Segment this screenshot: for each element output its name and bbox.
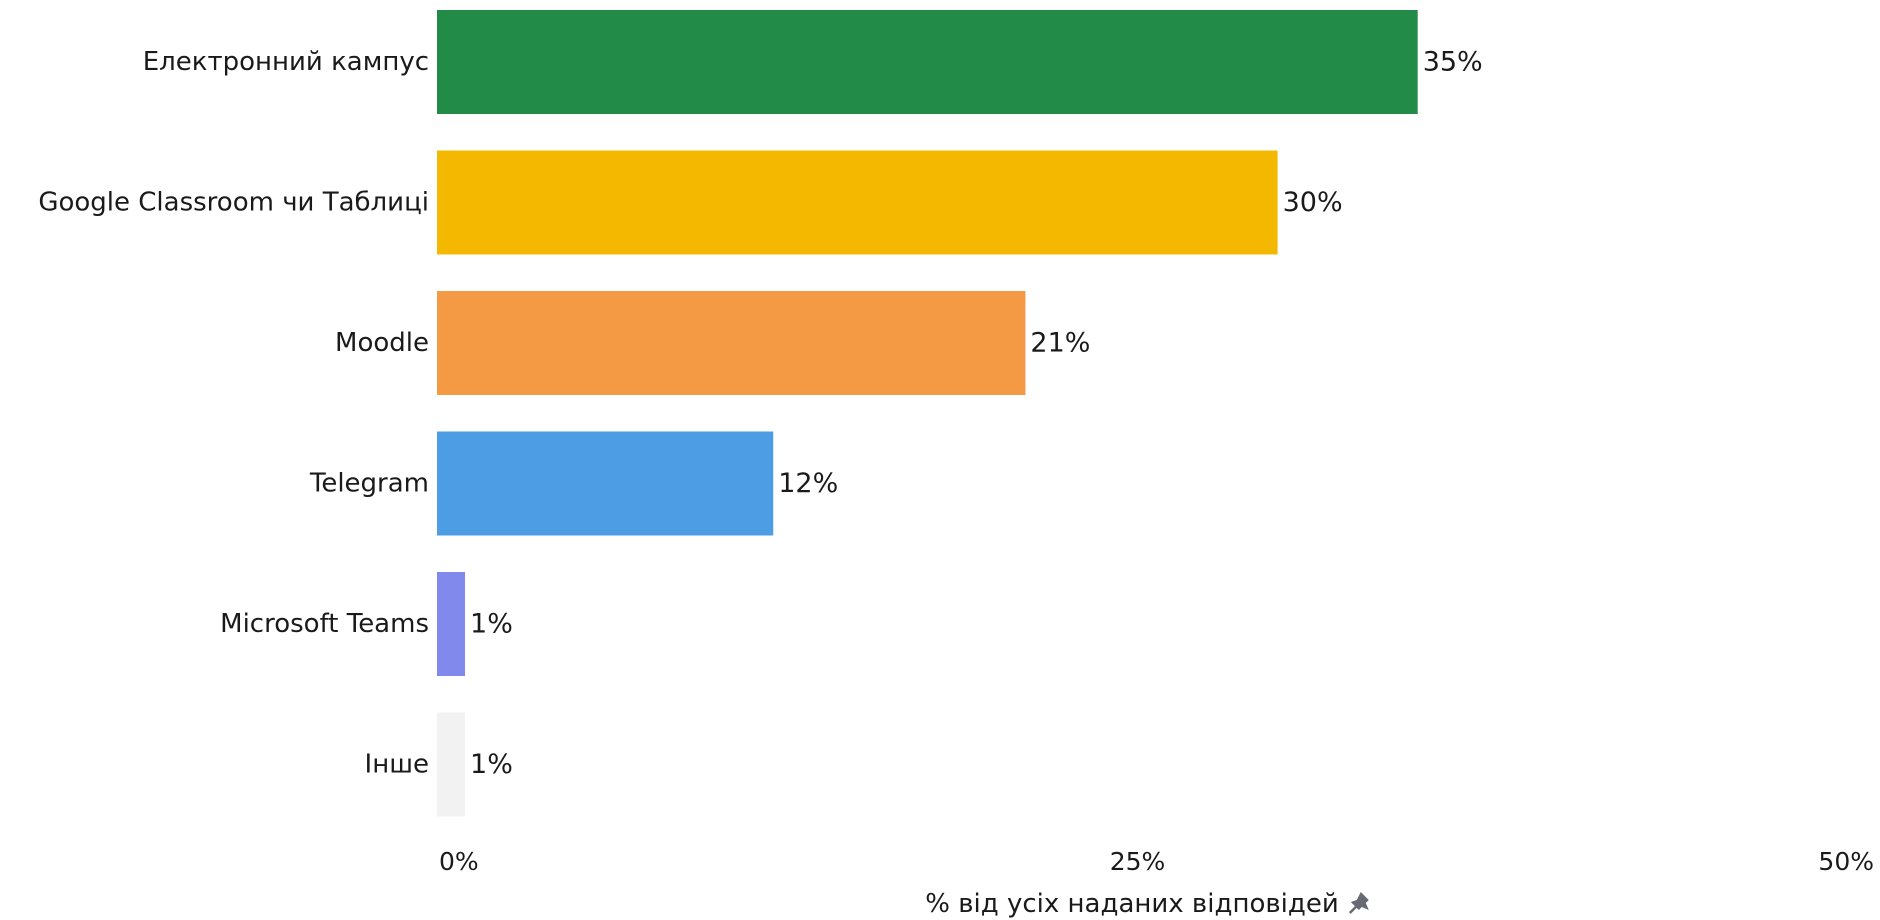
bar-2 xyxy=(437,150,1278,255)
bar-5 xyxy=(437,572,466,676)
value-label: 21% xyxy=(1030,328,1090,359)
bar-4 xyxy=(437,431,774,536)
bars-group xyxy=(437,10,1418,817)
category-label: Microsoft Teams xyxy=(220,609,429,639)
x-axis-title-group: % від усіх наданих відповідей xyxy=(925,889,1369,919)
category-label: Google Classroom чи Таблиці xyxy=(38,188,429,218)
category-label: Інше xyxy=(365,750,429,780)
bar-3 xyxy=(437,291,1026,395)
value-label: 30% xyxy=(1283,187,1343,218)
x-axis-title: % від усіх наданих відповідей xyxy=(925,889,1339,919)
pin-icon[interactable] xyxy=(1348,892,1369,914)
x-axis-ticks: 0% 25% 50% xyxy=(439,847,1874,876)
category-labels: Електронний кампус Google Classroom чи Та… xyxy=(38,47,429,780)
x-tick-label: 50% xyxy=(1818,847,1874,876)
category-label: Telegram xyxy=(309,469,429,499)
category-label: Moodle xyxy=(335,328,429,358)
value-label: 12% xyxy=(778,468,838,499)
x-tick-label: 25% xyxy=(1110,847,1166,876)
category-label: Електронний кампус xyxy=(143,47,429,77)
bar-1 xyxy=(437,10,1418,114)
bar-6 xyxy=(437,712,466,817)
value-label: 1% xyxy=(470,609,513,640)
value-label: 1% xyxy=(470,749,513,780)
x-tick-label: 0% xyxy=(439,847,479,876)
value-label: 35% xyxy=(1423,47,1483,78)
value-labels: 35% 30% 21% 12% 1% 1% xyxy=(470,47,1483,781)
